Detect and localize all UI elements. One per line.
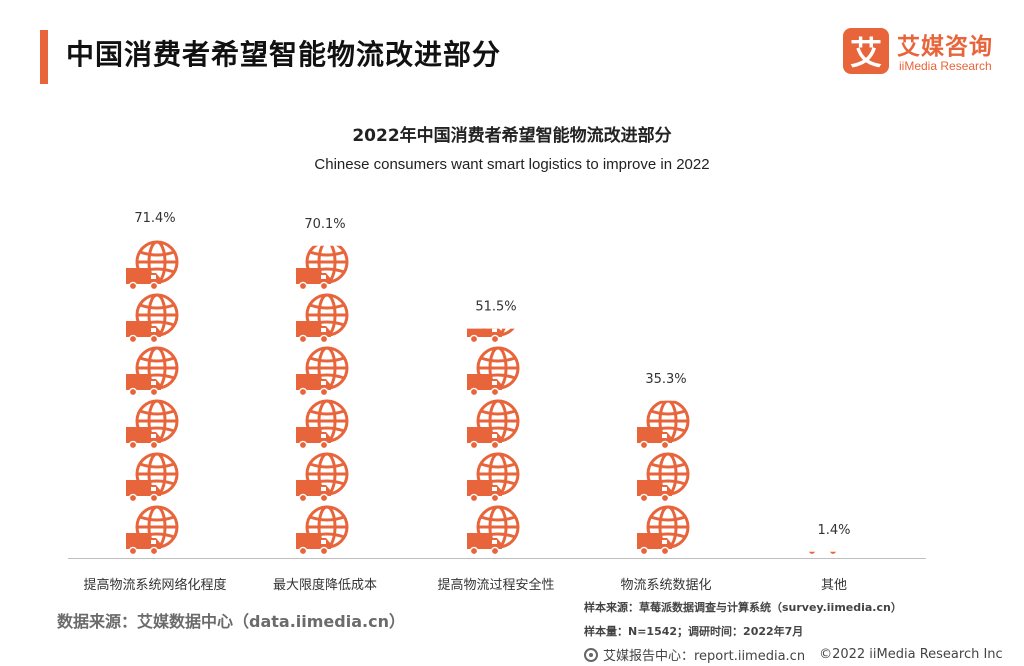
category-label-3: 提高物流过程安全性 bbox=[437, 577, 554, 593]
truck-globe-icon bbox=[294, 399, 349, 451]
data-label-5: 1.4% bbox=[817, 523, 850, 538]
truck-globe-icon bbox=[465, 399, 520, 451]
truck-globe-icon bbox=[635, 452, 690, 504]
truck-globe-icon bbox=[124, 452, 179, 504]
truck-globe-icon bbox=[124, 399, 179, 451]
bar-3 bbox=[465, 242, 520, 557]
logo-text-cn: 艾媒咨询 bbox=[897, 34, 993, 60]
bar-4 bbox=[635, 242, 690, 557]
truck-globe-icon bbox=[124, 346, 179, 398]
truck-globe-icon bbox=[294, 245, 349, 292]
truck-globe-icon bbox=[635, 400, 690, 451]
category-label-2: 最大限度降低成本 bbox=[273, 577, 377, 593]
truck-globe-icon bbox=[637, 242, 688, 290]
truck-globe-icon bbox=[635, 505, 690, 557]
title-accent-bar bbox=[40, 30, 48, 84]
bar-5 bbox=[803, 242, 858, 557]
report-center-link[interactable]: 艾媒报告中心：report.iimedia.cn bbox=[603, 649, 806, 664]
report-center-icon bbox=[584, 647, 598, 662]
logo-text-en: iiMedia Research bbox=[899, 59, 992, 73]
truck-globe-icon bbox=[805, 348, 856, 396]
truck-globe-icon bbox=[124, 293, 179, 345]
report-footer: 艾媒报告中心：report.iimedia.cn ©2022 iiMedia R… bbox=[584, 645, 1003, 664]
truck-globe-icon bbox=[294, 505, 349, 557]
truck-globe-icon bbox=[805, 295, 856, 343]
category-label-5: 其他 bbox=[821, 578, 847, 593]
truck-globe-icon bbox=[124, 505, 179, 557]
bar-2 bbox=[294, 245, 349, 557]
truck-globe-icon bbox=[124, 240, 179, 292]
truck-globe-icon bbox=[465, 346, 520, 398]
chart-subtitle: Chinese consumers want smart logistics t… bbox=[314, 156, 710, 173]
data-source: 数据来源：艾媒数据中心（data.iimedia.cn） bbox=[57, 612, 405, 631]
copyright: ©2022 iiMedia Research Inc bbox=[819, 647, 1003, 662]
category-label-4: 物流系统数据化 bbox=[620, 578, 711, 593]
truck-globe-icon bbox=[637, 295, 688, 343]
logo-mark: 艾 bbox=[843, 28, 889, 74]
truck-globe-icon bbox=[294, 293, 349, 345]
truck-globe-icon bbox=[467, 242, 518, 290]
sample-size-note: 样本量：N=1542；调研时间：2022年7月 bbox=[584, 625, 804, 638]
truck-globe-icon bbox=[294, 346, 349, 398]
category-label-1: 提高物流系统网络化程度 bbox=[83, 577, 226, 593]
truck-globe-icon bbox=[294, 452, 349, 504]
bar-1 bbox=[124, 240, 179, 557]
truck-globe-icon bbox=[805, 454, 856, 502]
data-label-2: 70.1% bbox=[304, 217, 345, 232]
page-title: 中国消费者希望智能物流改进部分 bbox=[66, 38, 502, 71]
truck-globe-icon bbox=[465, 505, 520, 557]
data-label-3: 51.5% bbox=[475, 300, 516, 315]
data-label-4: 35.3% bbox=[645, 372, 686, 387]
sample-source-note: 样本来源：草莓派数据调查与计算系统（survey.iimedia.cn） bbox=[584, 601, 902, 614]
truck-globe-icon bbox=[805, 242, 856, 290]
iimedia-logo: 艾 艾媒咨询 iiMedia Research bbox=[843, 28, 1013, 78]
chart-title: 2022年中国消费者希望智能物流改进部分 bbox=[352, 126, 672, 146]
truck-globe-icon bbox=[465, 452, 520, 504]
truck-globe-icon bbox=[805, 401, 856, 449]
data-label-1: 71.4% bbox=[134, 211, 175, 226]
